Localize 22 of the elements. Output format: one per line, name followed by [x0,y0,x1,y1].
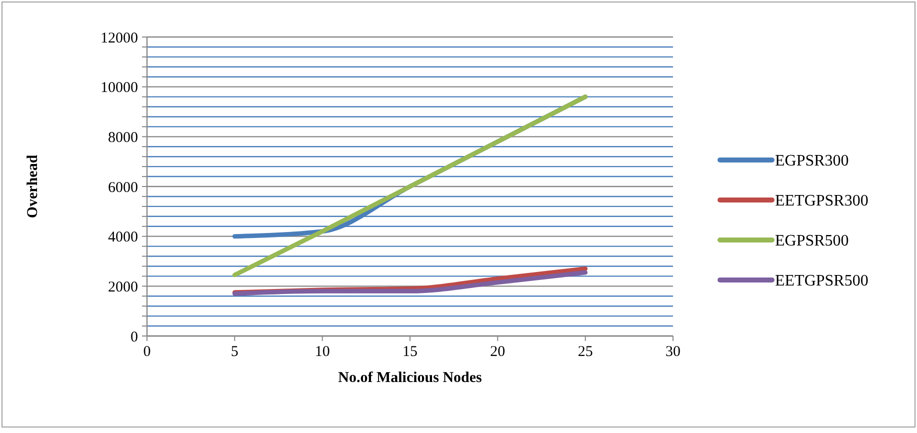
x-tick-label: 20 [490,344,506,360]
y-tick-label: 2000 [108,279,138,296]
y-tick-label: 10000 [100,80,138,96]
x-tick-label: 30 [666,344,680,360]
x-tick-label: 25 [578,344,593,360]
y-tick-label: 4000 [108,230,138,246]
legend-label: EGPSR500 [775,232,849,250]
x-tick-label: 0 [143,344,151,360]
line-series [232,94,588,278]
y-tick-label: 8000 [108,130,138,146]
y-tick-label: 0 [130,329,138,346]
line-series [232,270,588,296]
y-tick-label: 12000 [100,30,138,46]
legend-label: EETGPSR500 [775,272,868,290]
x-axis-title: No.of Malicious Nodes [338,370,482,386]
y-axis-title: Overhead [25,154,41,218]
legend-label: EGPSR300 [775,152,849,170]
x-tick-label: 10 [314,344,330,360]
y-tick-label: 6000 [108,180,138,196]
x-tick-label: 5 [230,344,238,360]
x-tick-label: 15 [402,344,418,360]
legend-label: EETGPSR300 [775,192,868,210]
